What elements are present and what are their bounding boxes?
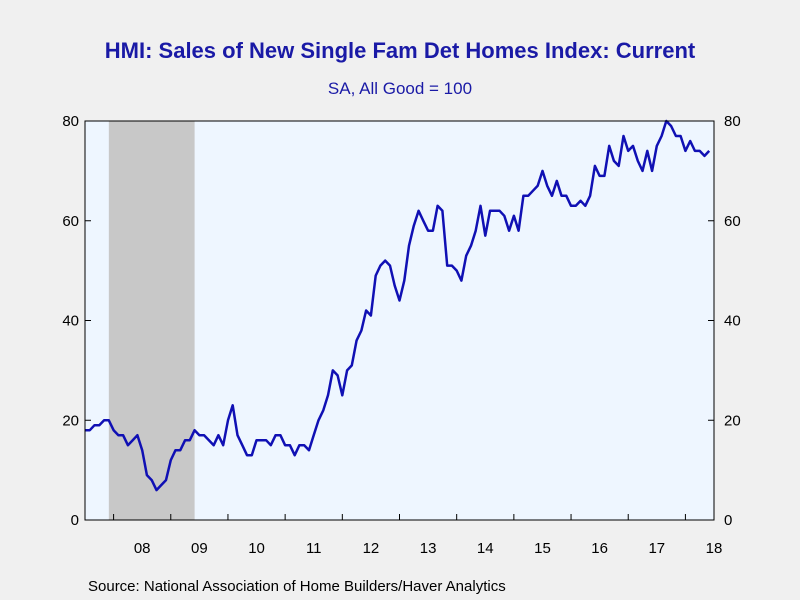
x-tick-label: 08 [134,540,151,557]
x-tick-label: 12 [363,540,380,557]
x-tick-label: 09 [191,540,208,557]
source-note: Source: National Association of Home Bui… [88,578,506,595]
y-right-tick-label: 60 [724,213,741,230]
x-tick-label: 13 [420,540,437,557]
x-tick-label: 18 [706,540,723,557]
x-tick-label: 15 [534,540,551,557]
x-tick-label: 16 [591,540,608,557]
y-right-tick-label: 0 [724,512,732,529]
x-tick-label: 10 [248,540,265,557]
chart-subtitle: SA, All Good = 100 [327,79,473,98]
y-right-tick-label: 80 [724,113,741,130]
y-tick-label: 60 [62,213,79,230]
y-tick-label: 80 [62,113,79,130]
x-tick-label: 17 [648,540,665,557]
x-tick-label: 14 [477,540,494,557]
series-line [85,119,711,492]
plot-frame [84,120,715,521]
y-tick-label: 20 [62,412,79,429]
x-tick-label: 11 [306,540,322,557]
recession-shading [108,121,195,520]
y-right-tick-label: 20 [724,412,741,429]
y-tick-label: 0 [71,512,79,529]
chart-title: HMI: Sales of New Single Fam Det Homes I… [104,38,696,63]
y-tick-label: 40 [62,313,79,330]
y-right-tick-label: 40 [724,313,741,330]
